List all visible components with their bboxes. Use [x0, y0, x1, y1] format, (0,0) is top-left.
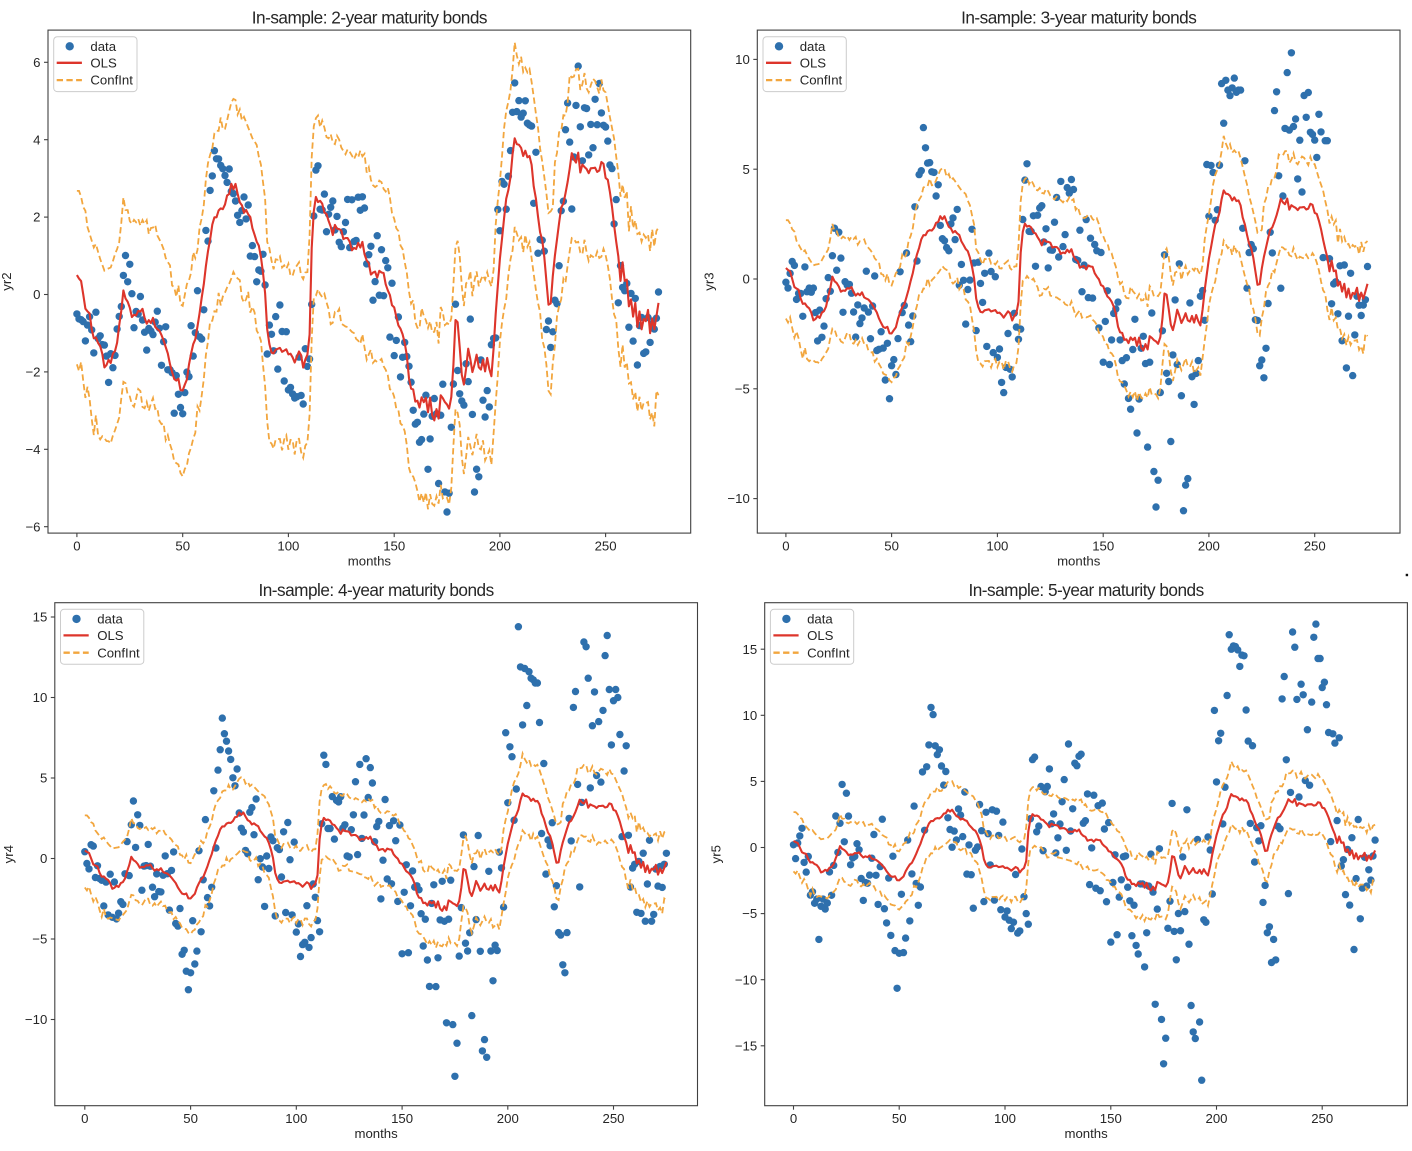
svg-text:In-sample: 5-year maturity bon: In-sample: 5-year maturity bonds	[968, 580, 1203, 600]
svg-text:−5: −5	[742, 906, 757, 921]
svg-text:yr2: yr2	[0, 272, 14, 290]
svg-text:250: 250	[1311, 1111, 1333, 1126]
svg-text:−4: −4	[25, 442, 40, 457]
svg-text:−10: −10	[25, 1012, 47, 1027]
svg-text:100: 100	[285, 1111, 307, 1126]
svg-text:months: months	[1064, 1126, 1108, 1141]
svg-text:In-sample: 2-year maturity bon: In-sample: 2-year maturity bonds	[252, 8, 487, 28]
svg-text:200: 200	[489, 539, 511, 554]
svg-text:6: 6	[33, 55, 40, 70]
svg-text:−5: −5	[735, 381, 750, 396]
svg-text:ConfInt: ConfInt	[807, 645, 850, 660]
svg-text:200: 200	[1198, 539, 1220, 554]
svg-text:In-sample: 4-year maturity bon: In-sample: 4-year maturity bonds	[258, 580, 493, 600]
svg-text:data: data	[97, 612, 123, 627]
svg-text:150: 150	[1100, 1111, 1122, 1126]
svg-text:100: 100	[986, 539, 1008, 554]
svg-text:yr4: yr4	[1, 845, 16, 863]
svg-text:yr5: yr5	[709, 845, 724, 863]
svg-text:0: 0	[742, 272, 749, 287]
svg-text:10: 10	[743, 708, 758, 723]
svg-text:250: 250	[602, 1111, 624, 1126]
svg-text:−15: −15	[735, 1038, 757, 1053]
svg-text:months: months	[354, 1126, 398, 1141]
svg-text:200: 200	[497, 1111, 519, 1126]
svg-text:250: 250	[595, 539, 617, 554]
svg-text:data: data	[90, 39, 116, 54]
svg-text:150: 150	[1092, 539, 1114, 554]
svg-text:50: 50	[884, 539, 899, 554]
svg-text:2: 2	[33, 210, 40, 225]
svg-text:15: 15	[743, 642, 758, 657]
svg-text:250: 250	[1304, 539, 1326, 554]
svg-text:ConfInt: ConfInt	[800, 73, 843, 88]
svg-text:0: 0	[40, 851, 47, 866]
svg-text:months: months	[1057, 554, 1101, 569]
svg-text:In-sample: 3-year maturity bon: In-sample: 3-year maturity bonds	[961, 8, 1196, 28]
svg-text:OLS: OLS	[90, 55, 117, 70]
svg-text:50: 50	[183, 1111, 198, 1126]
svg-text:15: 15	[33, 610, 48, 625]
svg-text:months: months	[348, 554, 392, 569]
svg-text:200: 200	[1205, 1111, 1227, 1126]
svg-text:0: 0	[33, 287, 40, 302]
svg-text:data: data	[800, 39, 826, 54]
svg-text:ConfInt: ConfInt	[90, 73, 133, 88]
svg-text:OLS: OLS	[97, 628, 124, 643]
svg-text:100: 100	[994, 1111, 1016, 1126]
svg-text:50: 50	[892, 1111, 907, 1126]
svg-text:4: 4	[33, 132, 40, 147]
svg-text:yr3: yr3	[701, 272, 716, 290]
svg-text:100: 100	[277, 539, 299, 554]
svg-text:−10: −10	[727, 491, 749, 506]
svg-text:5: 5	[40, 771, 47, 786]
svg-text:OLS: OLS	[800, 55, 827, 70]
svg-text:0: 0	[750, 840, 757, 855]
svg-text:0: 0	[790, 1111, 797, 1126]
svg-text:10: 10	[735, 52, 750, 67]
svg-text:150: 150	[383, 539, 405, 554]
svg-text:−2: −2	[25, 365, 40, 380]
svg-text:150: 150	[391, 1111, 413, 1126]
svg-text:−5: −5	[32, 932, 47, 947]
svg-text:0: 0	[73, 539, 80, 554]
svg-text:OLS: OLS	[807, 628, 834, 643]
svg-text:0: 0	[782, 539, 789, 554]
svg-text:0: 0	[81, 1111, 88, 1126]
svg-text:5: 5	[742, 162, 749, 177]
svg-text:50: 50	[175, 539, 190, 554]
svg-text:ConfInt: ConfInt	[97, 645, 140, 660]
svg-text:−10: −10	[735, 972, 757, 987]
svg-text:−6: −6	[25, 519, 40, 534]
svg-text:data: data	[807, 612, 833, 627]
svg-text:5: 5	[750, 774, 757, 789]
svg-text:10: 10	[33, 690, 48, 705]
